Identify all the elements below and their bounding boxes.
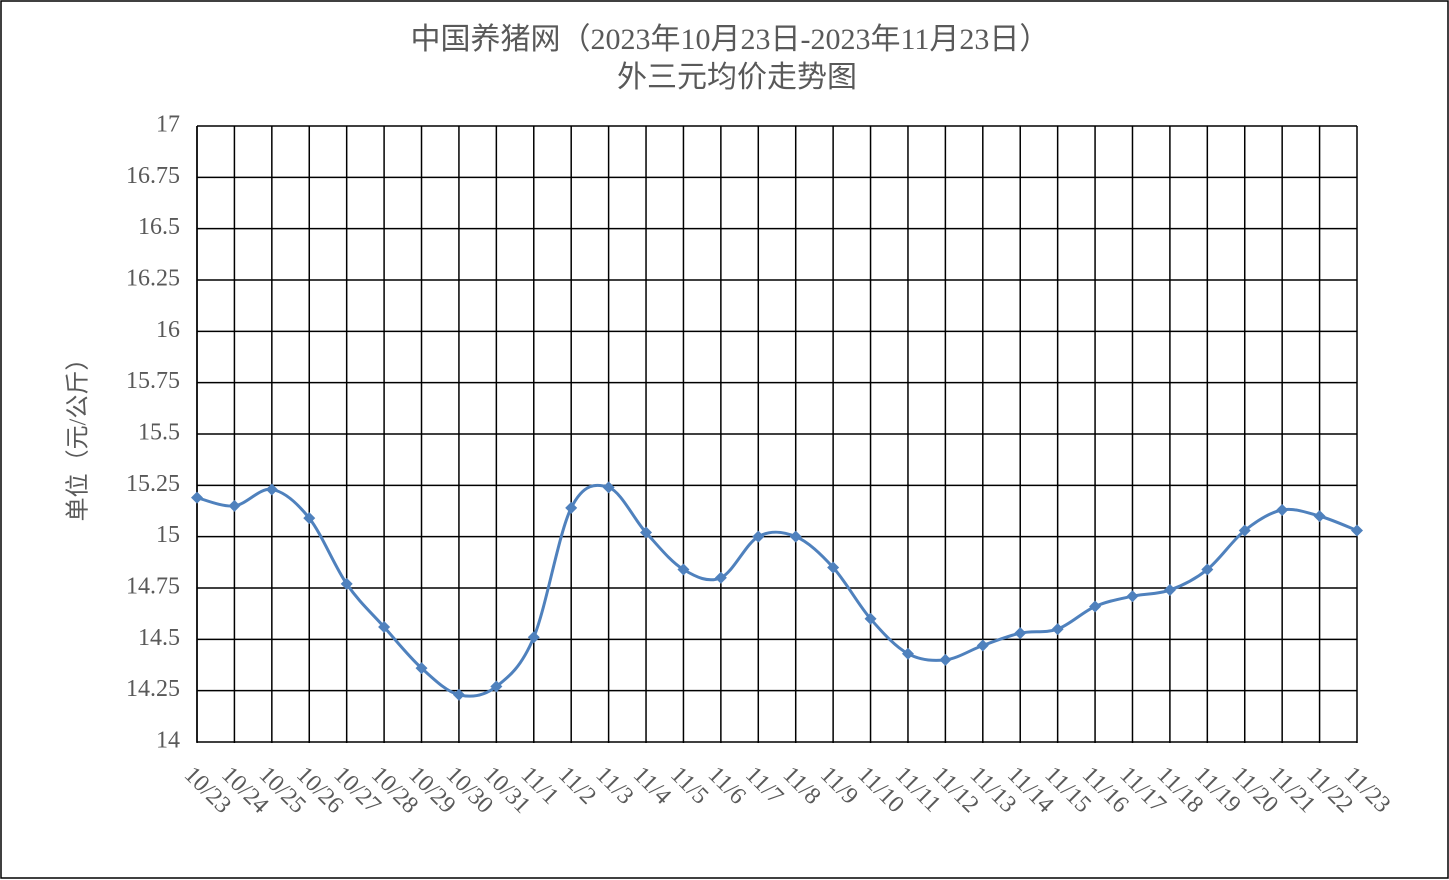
data-point (901, 647, 914, 660)
data-point (1163, 584, 1176, 597)
y-tick-label: 14.75 (126, 574, 180, 600)
data-point (340, 577, 353, 590)
data-point (602, 481, 615, 494)
data-point (1276, 503, 1289, 516)
y-tick-label: 17 (156, 112, 180, 138)
y-axis-label: 单位（元/公斤） (65, 347, 92, 522)
y-tick-label: 15.5 (138, 420, 180, 446)
data-point (191, 491, 203, 504)
data-point (1238, 524, 1251, 537)
data-point (864, 612, 877, 625)
data-point (752, 530, 765, 543)
data-point (415, 662, 428, 675)
chart-title: 中国养猪网（2023年10月23日-2023年11月23日） (411, 23, 1050, 56)
chart-subtitle: 外三元均价走势图 (617, 61, 857, 94)
data-point (1201, 563, 1214, 576)
data-point (827, 561, 840, 574)
data-point (565, 501, 578, 514)
y-tick-label: 15 (156, 522, 180, 548)
y-tick-label: 14.5 (138, 625, 180, 651)
data-point (1313, 510, 1326, 523)
data-point (1051, 623, 1064, 636)
data-point (1089, 600, 1102, 613)
data-point (1014, 627, 1027, 640)
data-point (976, 639, 989, 652)
data-point (677, 563, 690, 576)
y-tick-label: 14 (156, 728, 180, 754)
y-tick-label: 14.25 (126, 676, 180, 702)
data-point (303, 512, 316, 525)
y-tick-label: 16.25 (126, 266, 180, 292)
y-tick-label: 15.25 (126, 471, 180, 497)
data-point (490, 680, 503, 693)
y-tick-label: 16.75 (126, 163, 180, 189)
data-point (378, 621, 391, 634)
data-point (789, 530, 802, 543)
data-point (714, 571, 727, 584)
data-point (527, 631, 540, 644)
data-point (452, 688, 465, 701)
data-point (1351, 524, 1363, 537)
data-point (939, 653, 952, 666)
y-tick-label: 16.5 (138, 214, 180, 240)
y-tick-label: 15.75 (126, 368, 180, 394)
data-point (228, 499, 241, 512)
data-point (265, 483, 278, 496)
data-point (640, 526, 653, 539)
data-point (1126, 590, 1139, 603)
y-tick-label: 16 (156, 317, 180, 343)
